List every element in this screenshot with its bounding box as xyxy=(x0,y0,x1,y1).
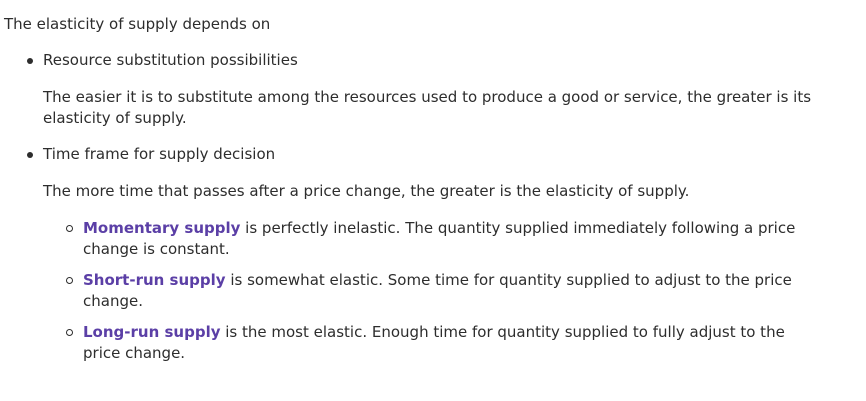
supply-types-list: Momentary supply is perfectly inelastic.… xyxy=(43,218,824,364)
spacer xyxy=(43,129,824,144)
bullet-description: The more time that passes after a price … xyxy=(43,182,690,200)
list-item-resource-substitution: Resource substitution possibilities The … xyxy=(24,50,824,144)
term-long-run-supply: Long-run supply xyxy=(83,323,221,341)
sub-item-text: is perfectly inelastic. The quantity sup… xyxy=(83,219,796,258)
bullet-description: The easier it is to substitute among the… xyxy=(43,88,812,127)
bullet-title: Resource substitution possibilities xyxy=(43,51,298,69)
sub-item-text: is somewhat elastic. Some time for quant… xyxy=(83,271,792,310)
factor-list: Resource substitution possibilities The … xyxy=(24,50,824,374)
sub-item-text: is the most elastic. Enough time for qua… xyxy=(83,323,785,362)
intro-text: The elasticity of supply depends on xyxy=(4,15,271,33)
term-short-run-supply: Short-run supply xyxy=(83,271,226,289)
list-item-time-frame: Time frame for supply decision The more … xyxy=(24,144,824,364)
sub-item-long-run-supply: Long-run supply is the most elastic. Eno… xyxy=(64,322,824,364)
sub-item-short-run-supply: Short-run supply is somewhat elastic. So… xyxy=(64,270,824,312)
bullet-title: Time frame for supply decision xyxy=(43,145,276,163)
term-momentary-supply: Momentary supply xyxy=(83,219,241,237)
sub-item-momentary-supply: Momentary supply is perfectly inelastic.… xyxy=(64,218,824,260)
